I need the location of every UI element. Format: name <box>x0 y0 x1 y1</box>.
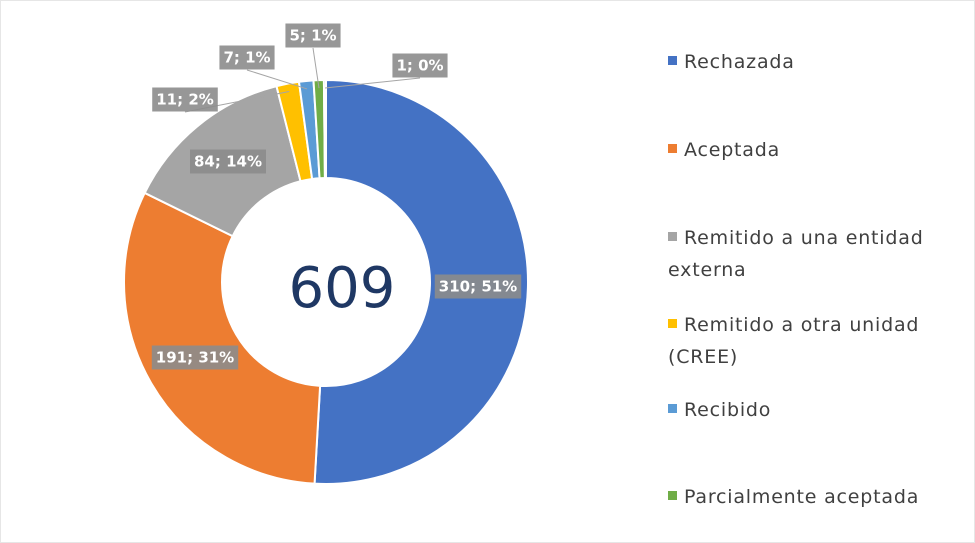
legend-swatch <box>668 491 677 500</box>
legend-swatch <box>668 404 677 413</box>
legend-item: Aceptada <box>668 134 968 166</box>
legend-label: Aceptada <box>684 139 781 161</box>
leader-line <box>324 77 421 89</box>
legend-item: Recibido <box>668 394 968 426</box>
legend-label: Parcialmente aceptada <box>684 486 920 508</box>
data-label: 11; 2% <box>156 91 214 109</box>
center-total: 609 <box>289 256 396 321</box>
data-label-box <box>434 274 522 299</box>
slice <box>313 78 529 485</box>
legend-label: Recibido <box>684 399 772 421</box>
legend-label: Remitido a otra unidad (CREE) <box>668 314 920 368</box>
slice <box>322 78 327 180</box>
data-label-box <box>392 53 448 78</box>
legend-item: Remitido a otra unidad (CREE) <box>668 309 968 373</box>
legend-swatch <box>668 144 677 153</box>
data-label-box <box>285 23 341 48</box>
legend-label: Remitido a una entidad externa <box>668 227 924 281</box>
data-label: 84; 14% <box>194 153 262 171</box>
data-label: 1; 0% <box>396 57 443 75</box>
data-label-box <box>190 149 266 174</box>
leader-line <box>246 69 308 90</box>
leader-line <box>312 47 320 89</box>
data-label-box <box>152 87 218 112</box>
data-label: 7; 1% <box>223 49 270 67</box>
legend-swatch <box>668 232 677 241</box>
slice <box>123 191 322 485</box>
legend-swatch <box>668 56 677 65</box>
data-label: 310; 51% <box>439 278 517 296</box>
legend-item: Rechazada <box>668 46 968 78</box>
data-label: 5; 1% <box>289 27 336 45</box>
data-label: 191; 31% <box>156 349 234 367</box>
data-label-box <box>151 345 239 370</box>
legend-swatch <box>668 319 677 328</box>
legend-item: Parcialmente aceptada <box>668 481 968 513</box>
data-label-box <box>219 45 275 70</box>
legend-label: Rechazada <box>684 51 795 73</box>
legend-item: Remitido a una entidad externa <box>668 222 968 286</box>
